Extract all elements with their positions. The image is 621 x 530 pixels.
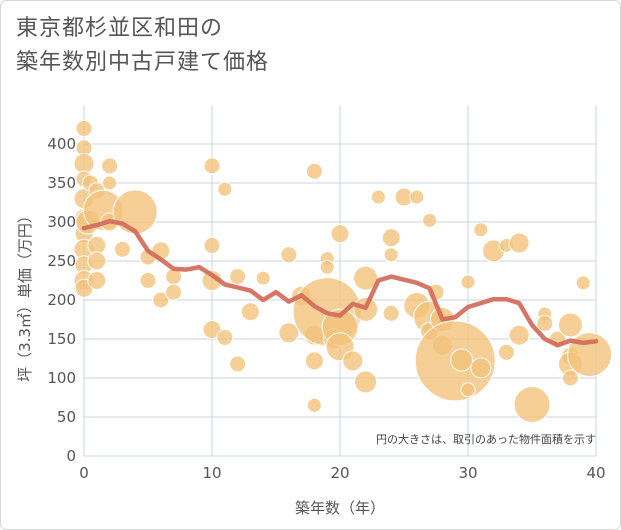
bubble-point xyxy=(112,189,158,235)
bubble-point xyxy=(217,181,233,197)
chart-title: 東京都杉並区和田の 築年数別中古戸建て価格 xyxy=(16,12,269,80)
bubble-point xyxy=(353,265,379,291)
y-axis-title: 坪（3.3㎡）単価（万円） xyxy=(16,208,34,382)
bubble-point xyxy=(102,175,118,191)
bubble-point xyxy=(319,259,335,275)
bubble-point xyxy=(497,343,515,361)
bubble-point xyxy=(354,370,378,394)
bubble-point xyxy=(113,240,131,258)
bubble-point xyxy=(165,283,183,301)
bubble-point xyxy=(203,236,221,254)
y-tick-label: 350 xyxy=(47,174,76,192)
trend-line xyxy=(81,218,599,348)
y-tick-label: 150 xyxy=(47,330,76,348)
bubble-point xyxy=(229,268,247,286)
bubble-point xyxy=(305,162,323,180)
x-tick-label: 10 xyxy=(202,464,221,482)
bubble-point xyxy=(139,272,157,289)
bubble-point xyxy=(73,153,95,174)
bubble-point xyxy=(561,369,579,387)
x-tick-label: 30 xyxy=(458,464,477,482)
y-tick-label: 300 xyxy=(47,213,76,231)
bubble-point xyxy=(216,328,234,346)
bubble-point xyxy=(75,119,93,137)
bubble-point xyxy=(382,304,400,322)
bubble-point xyxy=(450,348,474,372)
chart-title-line-2: 築年数別中古戸建て価格 xyxy=(16,50,270,75)
x-tick-label: 0 xyxy=(79,464,89,482)
y-tick-label: 250 xyxy=(47,252,76,270)
bubble-point xyxy=(381,228,401,248)
bubble-point xyxy=(87,251,107,271)
bubble-point xyxy=(470,357,492,379)
bubble-point xyxy=(409,189,425,205)
x-tick-label: 40 xyxy=(586,464,605,482)
bubble-point xyxy=(101,157,119,175)
bubble-point xyxy=(304,351,324,371)
x-axis-title: 築年数（年） xyxy=(295,499,385,517)
x-tick-label: 20 xyxy=(330,464,349,482)
bubble-point xyxy=(203,157,221,175)
bubble-point xyxy=(152,291,170,309)
bubble-point xyxy=(513,386,551,424)
bubble-point xyxy=(557,312,583,338)
bubble-point xyxy=(460,382,476,398)
y-tick-label: 0 xyxy=(66,447,76,465)
bubble-point xyxy=(330,224,350,244)
bubble-point xyxy=(536,314,554,332)
bubble-point xyxy=(508,232,530,254)
bubble-point xyxy=(202,320,222,340)
bubble-point xyxy=(342,350,364,372)
bubble-point xyxy=(306,397,322,413)
size-note: 円の大きさは、取引のあった物件面積を示す xyxy=(376,432,596,446)
bubble-point xyxy=(240,302,260,322)
bubble-point xyxy=(460,274,476,290)
bubble-point xyxy=(508,324,530,346)
bubble-point xyxy=(422,212,438,228)
y-tick-label: 100 xyxy=(47,369,76,387)
trend-line-series xyxy=(81,218,599,348)
bubble-point xyxy=(255,270,271,286)
bubble-point xyxy=(278,322,300,344)
bubble-point xyxy=(473,222,489,238)
y-tick-label: 400 xyxy=(47,135,76,153)
bubble-point xyxy=(87,271,107,290)
y-tick-label: 200 xyxy=(47,291,76,309)
bubble-series xyxy=(73,119,613,424)
bubble-point xyxy=(370,189,386,205)
chart-title-line-1: 東京都杉並区和田の xyxy=(16,16,224,41)
bubble-point xyxy=(575,275,591,291)
bubble-point xyxy=(280,246,298,264)
y-tick-label: 50 xyxy=(57,408,76,426)
bubble-point xyxy=(229,355,247,373)
bubble-point xyxy=(383,247,399,263)
